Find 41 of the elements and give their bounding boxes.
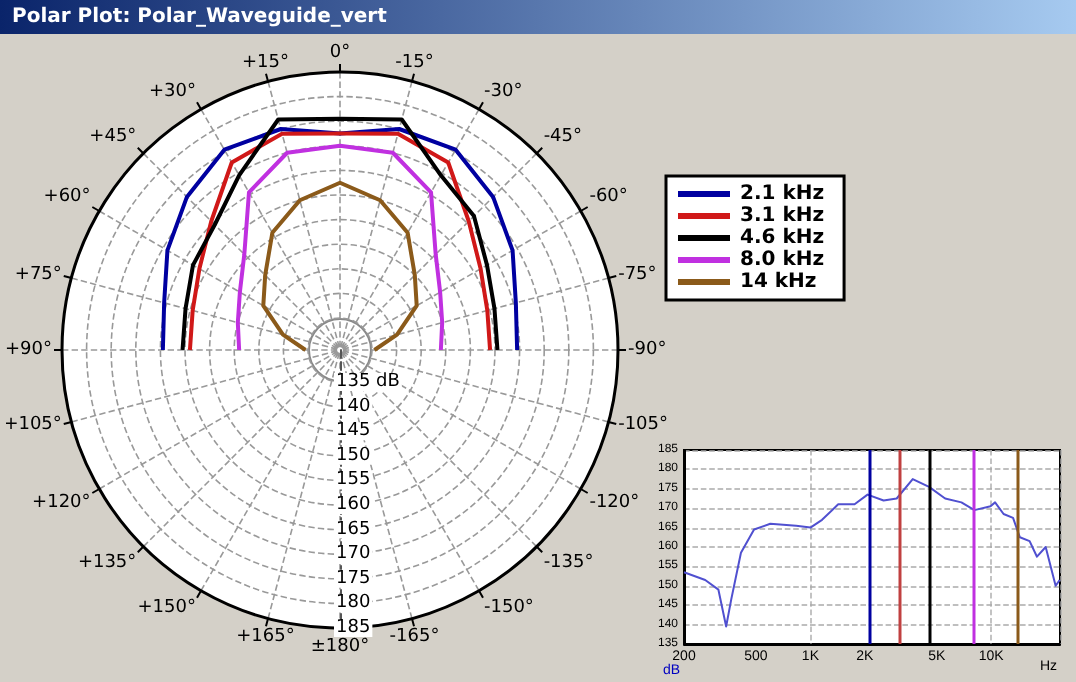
spoke-label: ±180° (310, 637, 370, 657)
spoke-label: +60° (43, 187, 91, 207)
spoke-label: -90° (628, 340, 667, 360)
spoke-label: +120° (32, 493, 91, 513)
spoke-label: +150° (137, 598, 196, 619)
spoke-label: -150° (484, 598, 534, 619)
y-tick-label: 185 (336, 618, 371, 638)
spoke-label: +90° (5, 340, 52, 360)
legend-label: 4.6 kHz (740, 227, 825, 249)
spoke-label: -75° (618, 265, 657, 286)
y-tick-label: 155 (336, 470, 371, 491)
spoke-label: -120° (589, 493, 640, 513)
spoke-label: -60° (589, 187, 628, 207)
y-tick-label: 165 (336, 519, 371, 540)
spoke-label: +30° (149, 81, 196, 102)
legend-label: 14 kHz (740, 271, 817, 293)
spoke-label: -135° (543, 552, 594, 573)
y-tick-label: 170 (336, 544, 371, 565)
y-tick-label: 150 (336, 445, 371, 466)
spoke-label: +75° (14, 265, 62, 286)
spoke-label: -45° (543, 127, 583, 148)
spoke-label: +165° (236, 627, 295, 648)
spoke-label: +105° (3, 414, 62, 435)
y-tick-label: 180 (336, 593, 371, 614)
legend-label: 3.1 kHz (740, 205, 825, 227)
spoke-label: -30° (484, 81, 523, 102)
spoke-label: +135° (77, 552, 137, 573)
spoke-label: -105° (618, 414, 669, 435)
chart-title: Polar Plot: Polar_Waveguide_vert (0, 0, 1076, 34)
y-tick-label: 160 (336, 494, 371, 515)
spoke-label: +15° (241, 52, 289, 73)
spoke-label: -165° (389, 627, 440, 648)
y-tick-label: 145 (336, 421, 371, 442)
legend-label: 8.0 kHz (740, 249, 825, 271)
spoke-label: -15° (395, 52, 434, 73)
y-tick-label: 140 (336, 396, 371, 417)
y-tick-label: 175 (336, 568, 371, 589)
y-tick-label: 135 dB (336, 371, 400, 392)
spoke-label: +45° (89, 127, 137, 148)
spoke-label: 0° (329, 43, 351, 63)
legend-label: 2.1 kHz (740, 183, 825, 205)
